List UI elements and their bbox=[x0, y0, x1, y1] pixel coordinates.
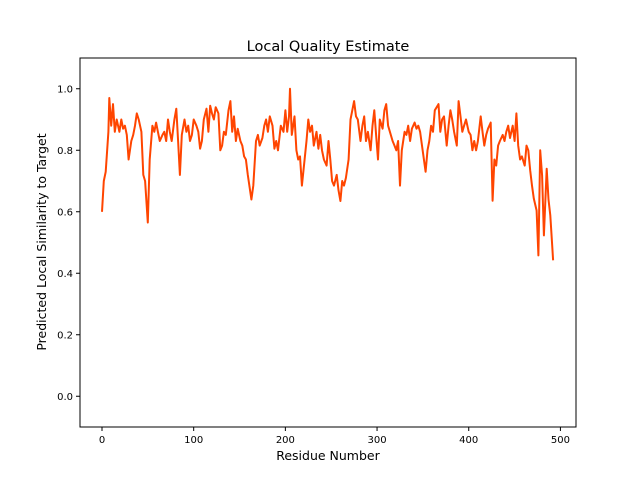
plot-frame bbox=[79, 57, 577, 428]
x-axis-label: Residue Number bbox=[276, 448, 380, 463]
y-axis-label: Predicted Local Similarity to Target bbox=[34, 133, 49, 350]
x-tick-label: 0 bbox=[99, 435, 105, 446]
y-tick-label: 0.8 bbox=[57, 146, 73, 157]
x-axis-ticks: 0 100 200 300 400 500 bbox=[99, 427, 570, 446]
x-tick-label: 400 bbox=[459, 435, 478, 446]
y-tick-label: 0.4 bbox=[57, 269, 73, 280]
x-tick-label: 500 bbox=[551, 435, 570, 446]
x-tick-label: 300 bbox=[368, 435, 387, 446]
y-axis-ticks: 0.0 0.2 0.4 0.6 0.8 1.0 bbox=[57, 84, 80, 403]
y-tick-label: 1.0 bbox=[57, 84, 73, 95]
series-line bbox=[101, 87, 555, 261]
chart-title: Local Quality Estimate bbox=[247, 39, 410, 55]
y-tick-label: 0.0 bbox=[57, 392, 73, 403]
plot-area bbox=[80, 58, 576, 427]
y-tick-label: 0.2 bbox=[57, 330, 73, 341]
x-tick-label: 100 bbox=[184, 435, 203, 446]
y-tick-label: 0.6 bbox=[57, 207, 73, 218]
x-tick-label: 200 bbox=[276, 435, 295, 446]
